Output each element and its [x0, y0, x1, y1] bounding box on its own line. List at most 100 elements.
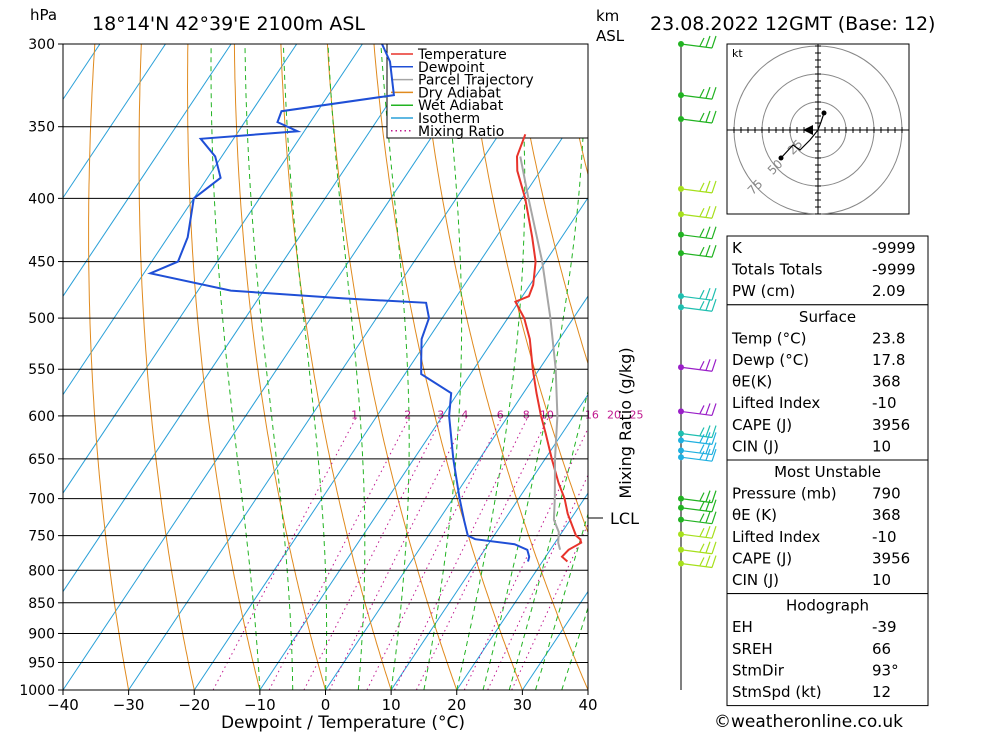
pressure-tick-label: 650 [28, 452, 55, 468]
isotherm-line [128, 44, 560, 690]
mixing-ratio-line [487, 474, 588, 690]
mixing-ratio-line [463, 427, 588, 690]
stats-label: StmDir [732, 661, 785, 679]
mixing-ratio-label: 1 [351, 408, 358, 421]
dry-adiabat-line [88, 44, 130, 690]
stats-hodograph [726, 593, 929, 707]
wind-barb [680, 449, 717, 462]
stats-value: 790 [872, 485, 901, 503]
isotherm-line [325, 295, 588, 690]
mixing-ratio-line [329, 415, 468, 690]
wet-adiabat-line [210, 44, 261, 690]
stats-label: CAPE (J) [732, 549, 792, 567]
wind-barb [680, 110, 717, 124]
isotherm-line [63, 44, 232, 298]
hodograph-trace [780, 112, 825, 159]
dry-adiabat-line [932, 44, 1000, 690]
dry-adiabat-line [513, 44, 588, 366]
dry-adiabat-line [420, 44, 588, 690]
pressure-tick-label: 950 [28, 655, 55, 671]
mixing-ratio-line [394, 415, 529, 690]
stats-value: -10 [872, 528, 897, 546]
stats-section-title: Surface [799, 308, 856, 326]
mixing-ratio-line [415, 415, 550, 690]
mixing-ratio-line [212, 415, 358, 690]
pressure-tick-label: 600 [28, 409, 55, 425]
wind-barb [680, 403, 717, 417]
date-label: 23.08.2022 12GMT (Base: 12) [650, 13, 935, 35]
dry-adiabat-line [186, 44, 261, 690]
stats-label: K [732, 239, 743, 257]
stats-value: -9999 [872, 239, 916, 257]
footer-credit: ©weatheronline.co.uk [714, 712, 903, 732]
mixing-ratio-line [511, 523, 588, 690]
storm-motion-marker [803, 125, 813, 135]
isotherm-line [63, 44, 429, 593]
pressure-tick-label: 1000 [19, 683, 55, 699]
wind-barb [680, 511, 717, 525]
isotherm-line [63, 44, 495, 690]
legend-label: Dry Adiabat [418, 85, 501, 101]
pressure-tick-label: 700 [28, 492, 55, 508]
hpa-label: hPa [30, 6, 57, 24]
mixing-ratio-label: 8 [523, 408, 530, 421]
stats-label: PW (cm) [732, 282, 795, 300]
stats-value: 10 [872, 571, 891, 589]
stats-label: Temp (°C) [731, 329, 806, 347]
wind-barb [680, 226, 717, 240]
temp-tick-label: 30 [513, 696, 532, 714]
dry-adiabat-line [373, 44, 523, 690]
chart-title: 18°14'N 42°39'E 2100m ASL [92, 13, 365, 35]
wind-barb [680, 442, 717, 456]
legend-frame [386, 43, 589, 139]
plot-frame [62, 43, 589, 691]
stats-label: Pressure (mb) [732, 485, 837, 503]
wet-adiabat-line [423, 44, 463, 690]
wind-barb [680, 555, 717, 569]
pressure-tick-label: 300 [28, 37, 55, 53]
series-line-dewpoint [147, 44, 531, 562]
pressure-tick-label: 750 [28, 529, 55, 545]
wet-adiabat-line [244, 44, 294, 690]
stats-section-title: Hodograph [786, 597, 869, 615]
pressure-tick-label: 900 [28, 626, 55, 642]
wind-barb [680, 299, 717, 312]
hodograph-point [778, 155, 784, 161]
stats-label: CAPE (J) [732, 416, 792, 434]
isotherm-line [456, 492, 588, 690]
wind-barb [680, 490, 717, 504]
dry-adiabat-line [326, 44, 458, 690]
stats-section-title: Most Unstable [774, 463, 881, 481]
stats-label: SREH [732, 640, 773, 658]
mixing-ratio-line [303, 415, 444, 690]
stats-label: EH [732, 618, 753, 636]
temp-tick-label: 10 [382, 696, 401, 714]
stats-value: 2.09 [872, 282, 905, 300]
temp-tick-label: −40 [47, 696, 79, 714]
asl-label: ASL [596, 27, 625, 45]
stats-label: Lifted Index [732, 528, 820, 546]
mixing-ratio-label: 2 [404, 408, 411, 421]
wind-barb [680, 244, 717, 258]
legend-label: Parcel Trajectory [418, 73, 534, 89]
wet-adiabat-line [327, 44, 366, 690]
stats-value: 368 [872, 373, 901, 391]
stats-surface [726, 304, 929, 461]
stats-value: 12 [872, 683, 891, 701]
pressure-tick-label: 550 [28, 362, 55, 378]
mixing-ratio-label: 20 [607, 408, 621, 421]
stats-label: StmSpd (kt) [732, 683, 822, 701]
legend-label: Dewpoint [418, 60, 485, 76]
pressure-tick-label: 350 [28, 120, 55, 136]
stats-label: Totals Totals [731, 261, 823, 279]
wind-barb [680, 425, 717, 439]
isotherm-line [63, 44, 298, 396]
stats-indices [726, 235, 929, 306]
wet-adiabat-line [456, 44, 526, 690]
stats-value: -10 [872, 394, 897, 412]
wind-barb [680, 541, 717, 555]
temp-tick-label: 20 [447, 696, 466, 714]
mixing-ratio-label: 10 [540, 408, 554, 421]
